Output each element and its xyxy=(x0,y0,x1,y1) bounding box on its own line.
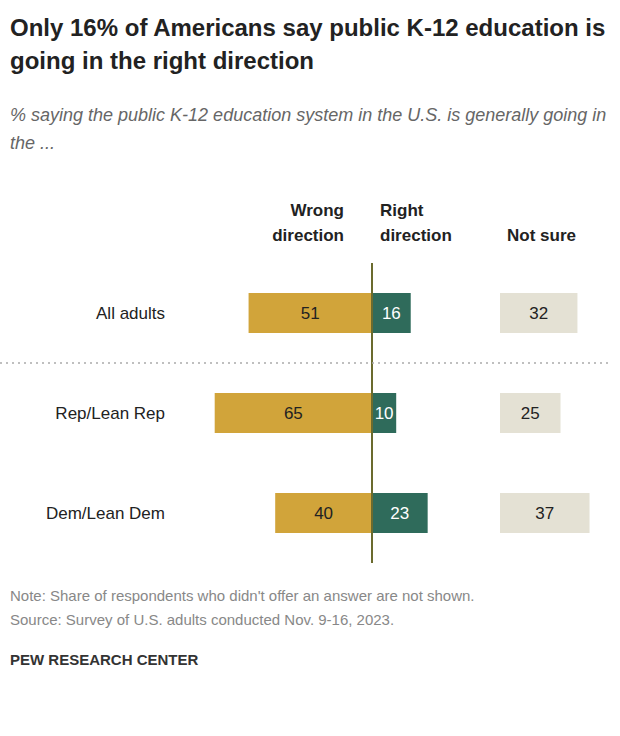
bar xyxy=(372,293,411,333)
title: Only 16% of Americans say public K-12 ed… xyxy=(10,14,605,74)
data-label: 16 xyxy=(382,304,401,323)
note: Note: Share of respondents who didn't of… xyxy=(10,587,475,604)
category-label: Dem/Lean Dem xyxy=(46,504,165,523)
data-label: 40 xyxy=(314,504,333,523)
bar xyxy=(500,493,590,533)
bar xyxy=(215,393,372,433)
center-line xyxy=(371,263,373,563)
brand: PEW RESEARCH CENTER xyxy=(10,651,199,668)
bar xyxy=(500,393,561,433)
bar xyxy=(249,293,372,333)
column-header: Not sure xyxy=(507,226,576,245)
source: Source: Survey of U.S. adults conducted … xyxy=(10,611,394,628)
category-label: Rep/Lean Rep xyxy=(55,404,165,423)
column-header: Wrongdirection xyxy=(272,201,344,245)
data-label: 10 xyxy=(375,404,394,423)
data-label: 32 xyxy=(529,304,548,323)
separator xyxy=(0,362,612,364)
data-label: 23 xyxy=(390,504,409,523)
background xyxy=(0,0,620,736)
category-label: All adults xyxy=(96,304,165,323)
subtitle: % saying the public K-12 education syste… xyxy=(10,105,606,153)
data-label: 65 xyxy=(284,404,303,423)
column-header: Rightdirection xyxy=(380,201,452,245)
chart: Only 16% of Americans say public K-12 ed… xyxy=(0,0,620,736)
bar xyxy=(372,493,428,533)
bar xyxy=(500,293,577,333)
bar xyxy=(372,393,396,433)
data-label: 51 xyxy=(301,304,320,323)
bars xyxy=(215,293,590,533)
data-label: 37 xyxy=(535,504,554,523)
bar xyxy=(275,493,372,533)
data-label: 25 xyxy=(521,404,540,423)
